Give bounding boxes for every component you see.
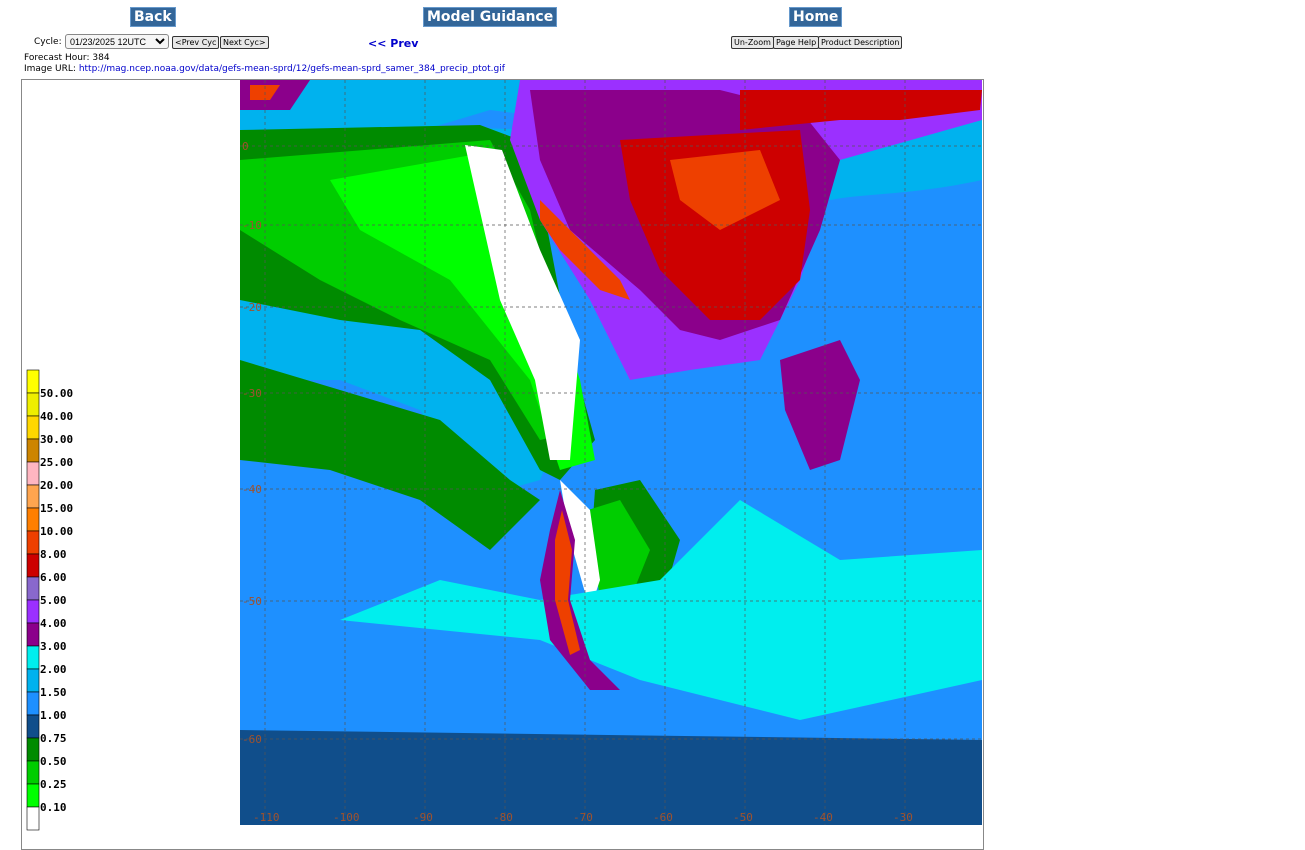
colorbar-swatch	[26, 392, 40, 417]
product-description-button[interactable]: Product Description	[818, 36, 903, 49]
prev-link[interactable]: << Prev	[368, 37, 419, 50]
lon-label: -100	[333, 811, 360, 824]
lon-label: -30	[893, 811, 913, 824]
lat-label: -20	[242, 301, 262, 314]
lon-label: -40	[813, 811, 833, 824]
colorbar-swatch	[26, 369, 40, 394]
lat-label: -40	[242, 483, 262, 496]
colorbar-swatch	[26, 645, 40, 670]
model-guidance-button[interactable]: Model Guidance	[423, 7, 558, 27]
colorbar-label: 0.25	[40, 778, 67, 791]
colorbar-swatch	[26, 599, 40, 624]
lon-label: -60	[653, 811, 673, 824]
colorbar-swatch	[26, 691, 40, 716]
forecast-hour: Forecast Hour: 384	[24, 53, 110, 63]
colorbar-label: 25.00	[40, 456, 73, 469]
back-button[interactable]: Back	[130, 7, 176, 27]
colorbar-label: 1.50	[40, 686, 67, 699]
colorbar-label: 1.00	[40, 709, 67, 722]
lon-label: -110	[253, 811, 280, 824]
lon-label: -80	[493, 811, 513, 824]
lon-label: -50	[733, 811, 753, 824]
lat-label: -10	[242, 219, 262, 232]
next-cycle-button[interactable]: Next Cyc>	[220, 36, 269, 49]
colorbar-label: 50.00	[40, 387, 73, 400]
page-help-button[interactable]: Page Help	[773, 36, 820, 49]
colorbar-label: 0.10	[40, 801, 67, 814]
colorbar-swatch	[26, 530, 40, 555]
colorbar-swatch	[26, 438, 40, 463]
colorbar: 50.00 40.00 30.00 25.00 20.00 15.00 10.00 8.00 6…	[26, 369, 73, 831]
colorbar-swatch	[26, 553, 40, 578]
colorbar-swatch	[26, 415, 40, 440]
colorbar-label: 30.00	[40, 433, 73, 446]
colorbar-swatch	[26, 622, 40, 647]
unzoom-button[interactable]: Un-Zoom	[731, 36, 774, 49]
colorbar-swatch	[26, 507, 40, 532]
colorbar-label: 40.00	[40, 410, 73, 423]
colorbar-label: 5.00	[40, 594, 67, 607]
lat-label: -50	[242, 595, 262, 608]
colorbar-label: 0.50	[40, 755, 67, 768]
colorbar-swatch	[26, 783, 40, 808]
colorbar-swatch	[26, 668, 40, 693]
lat-label: 0	[242, 140, 249, 153]
colorbar-label: 20.00	[40, 479, 73, 492]
colorbar-swatch	[26, 760, 40, 785]
lon-label: -90	[413, 811, 433, 824]
colorbar-label: 8.00	[40, 548, 67, 561]
colorbar-swatch	[26, 806, 40, 831]
colorbar-swatch	[26, 714, 40, 739]
colorbar-label: 3.00	[40, 640, 67, 653]
prev-cycle-button[interactable]: <Prev Cyc	[172, 36, 220, 49]
lon-label: -70	[573, 811, 593, 824]
image-url: Image URL: http://mag.ncep.noaa.gov/data…	[24, 64, 505, 74]
cycle-select[interactable]: 01/23/2025 12UTC	[65, 34, 169, 49]
colorbar-swatch	[26, 737, 40, 762]
home-button[interactable]: Home	[789, 7, 843, 27]
colorbar-swatch	[26, 576, 40, 601]
lat-label: -30	[242, 387, 262, 400]
precip-map[interactable]: -110 -100 -90 -80 -70 -60 -50 -40 -30 0 -10 -20 -30 -…	[240, 80, 982, 825]
colorbar-label: 15.00	[40, 502, 73, 515]
lat-label: -60	[242, 733, 262, 746]
cycle-label: Cycle:	[34, 37, 62, 47]
colorbar-label: 4.00	[40, 617, 67, 630]
image-url-link[interactable]: http://mag.ncep.noaa.gov/data/gefs-mean-…	[78, 64, 505, 74]
colorbar-label: 2.00	[40, 663, 67, 676]
colorbar-label: 0.75	[40, 732, 67, 745]
colorbar-swatch	[26, 461, 40, 486]
colorbar-label: 10.00	[40, 525, 73, 538]
colorbar-label: 6.00	[40, 571, 67, 584]
colorbar-swatch	[26, 484, 40, 509]
